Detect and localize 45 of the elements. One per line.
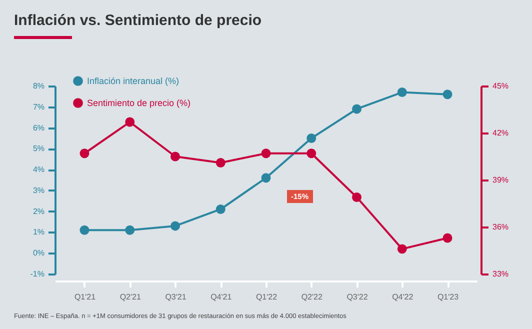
y-tick-label: 7% (32, 102, 44, 112)
point (216, 204, 226, 214)
x-tick-label: Q4'21 (210, 292, 232, 302)
point (125, 225, 135, 235)
x-tick-label: Q2'21 (120, 292, 142, 302)
point (80, 148, 90, 158)
legend-label: Sentimiento de precio (%) (87, 98, 191, 108)
point (306, 148, 316, 158)
point (170, 221, 180, 231)
y-tick-label: 2% (32, 206, 44, 216)
chart-title: Inflación vs. Sentimiento de precio (14, 12, 262, 29)
y-tick-label: -1% (30, 270, 44, 278)
y-tick-label: 1% (32, 228, 44, 237)
y-tick-label: 6% (32, 123, 44, 132)
y2-tick-label: 36% (492, 222, 509, 232)
point (442, 233, 452, 243)
point (170, 152, 180, 162)
point (397, 244, 407, 254)
y-tick-label: 3% (32, 186, 44, 195)
x-tick-label: Q1'21 (74, 292, 96, 302)
y2-tick-label: 39% (492, 176, 509, 184)
point (80, 225, 90, 235)
y-tick-label: 8% (32, 82, 44, 90)
x-tick-label: Q3'21 (165, 292, 187, 302)
x-tick-label: Q2'22 (301, 292, 323, 302)
point (352, 192, 362, 202)
y2-tick-label: 45% (492, 82, 509, 90)
point (261, 173, 271, 183)
point (397, 88, 407, 97)
point (442, 90, 452, 100)
y-tick-label: 5% (32, 144, 44, 154)
point (125, 117, 135, 127)
point (261, 148, 271, 158)
x-tick-label: Q1'23 (437, 292, 460, 302)
point (352, 104, 362, 114)
legend-label: Inflación interanual (%) (87, 76, 180, 86)
y2-tick-label: 33% (492, 270, 509, 278)
point (216, 158, 226, 168)
point (306, 133, 316, 143)
y2-tick-label: 42% (492, 128, 509, 138)
x-tick-label: Q1'22 (256, 292, 278, 302)
y-tick-label: 4% (32, 165, 44, 174)
x-tick-label: Q4'22 (392, 292, 414, 302)
x-tick-label: Q3'22 (346, 292, 368, 302)
y-tick-label: 0% (32, 248, 44, 258)
